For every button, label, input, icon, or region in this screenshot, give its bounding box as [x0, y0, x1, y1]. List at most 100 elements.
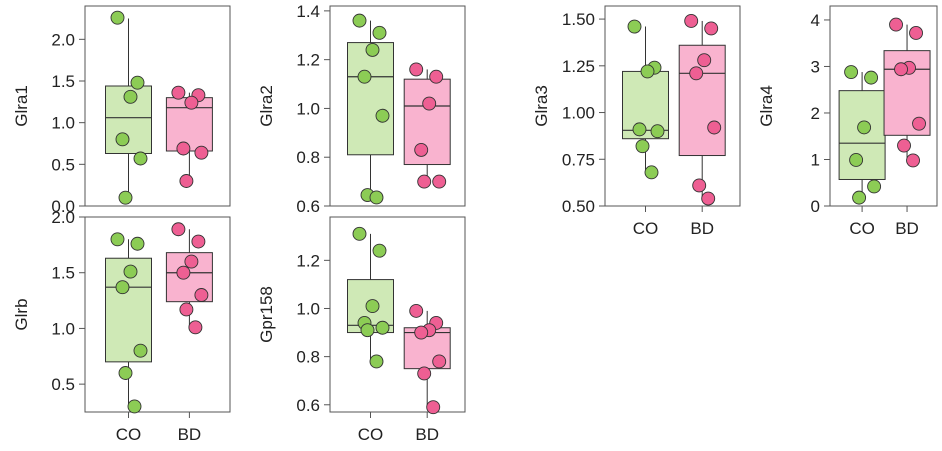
data-point-co	[130, 236, 145, 251]
data-point-bd	[426, 400, 441, 415]
data-point-bd	[409, 303, 424, 318]
data-point-co	[118, 366, 133, 380]
data-point-bd	[179, 302, 194, 317]
data-point-bd	[689, 66, 704, 81]
data-point-co	[369, 354, 384, 369]
data-point-co	[123, 264, 138, 279]
data-point-co	[110, 10, 125, 25]
data-point-co	[365, 42, 380, 57]
y-tick-label: 0.6	[296, 396, 320, 415]
data-point-bd	[171, 85, 186, 100]
data-point-co	[650, 124, 665, 139]
x-tick-label: CO	[849, 219, 875, 238]
data-point-co	[644, 165, 659, 180]
data-point-bd	[184, 254, 199, 269]
data-point-bd	[894, 62, 908, 77]
panel-glra2: 0.6 0.8 1.0 1.2 1.4 Glra2	[257, 2, 466, 216]
y-tick-label: 0	[811, 197, 820, 216]
y-tick-label: 1.25	[562, 57, 595, 76]
panel-glra4: 0 1 2 3 4 Glra4 CO BD	[757, 5, 938, 238]
x-tick-label: CO	[116, 425, 142, 444]
x-tick-label: CO	[358, 425, 384, 444]
y-tick-label: 1.2	[296, 51, 320, 70]
y-tick-label: 0.50	[562, 197, 595, 216]
data-point-co	[369, 190, 384, 205]
plot-frame	[329, 5, 466, 207]
data-point-bd	[701, 191, 716, 206]
data-point-bd	[409, 62, 424, 77]
data-point-co	[357, 69, 372, 84]
y-tick-label: 2.0	[51, 30, 75, 49]
data-point-co	[864, 70, 879, 85]
y-tick-label: 1	[811, 150, 820, 169]
data-point-bd	[171, 222, 186, 237]
y-tick-label: 1.00	[562, 104, 595, 123]
plot-frame	[84, 216, 231, 413]
data-point-co	[844, 65, 859, 79]
data-point-bd	[414, 142, 429, 157]
y-axis-label: Glra2	[257, 85, 276, 127]
data-point-bd	[188, 320, 203, 335]
data-point-bd	[707, 120, 722, 135]
data-point-bd	[179, 174, 194, 188]
data-point-bd	[417, 174, 432, 189]
data-point-co	[635, 139, 650, 154]
panel-gpr158: 0.6 0.8 1.0 1.2 Gpr158 CO BD	[257, 216, 466, 444]
data-point-bd	[697, 53, 712, 68]
data-point-co	[130, 75, 145, 90]
data-point-bd	[704, 21, 719, 36]
x-tick-label: BD	[178, 425, 202, 444]
data-point-co	[115, 280, 130, 295]
data-point-bd	[897, 138, 911, 153]
y-axis-label: Glrb	[12, 298, 31, 330]
y-axis-label: Glra4	[757, 85, 776, 127]
data-point-co	[867, 179, 882, 194]
y-axis-label: Glra1	[12, 85, 31, 127]
plot-frame	[84, 5, 231, 207]
y-tick-label: 1.50	[562, 10, 595, 29]
y-tick-label: 1.5	[51, 72, 75, 91]
panel-glrb: 0.5 1.0 1.5 2.0 Glrb CO BD	[12, 208, 231, 444]
y-axis-label: Gpr158	[257, 286, 276, 343]
data-point-bd	[422, 96, 437, 111]
y-axis-label: Glra3	[532, 85, 551, 127]
data-point-co	[375, 108, 390, 123]
x-tick-label: BD	[690, 219, 714, 238]
data-point-co	[365, 299, 380, 314]
data-point-bd	[684, 14, 699, 28]
data-point-bd	[909, 26, 923, 40]
data-point-co	[133, 343, 148, 358]
box-co	[838, 90, 886, 180]
plot-frame	[329, 216, 466, 413]
data-point-bd	[432, 174, 447, 189]
data-point-co	[110, 232, 125, 247]
data-point-co	[127, 399, 142, 414]
y-tick-label: 0.8	[296, 148, 320, 167]
y-tick-label: 0.5	[51, 155, 75, 174]
y-tick-label: 2	[811, 104, 820, 123]
x-tick-label: BD	[415, 425, 439, 444]
y-tick-label: 1.0	[296, 299, 320, 318]
data-point-co	[852, 190, 867, 205]
data-point-co	[115, 132, 130, 147]
y-tick-label: 4	[811, 11, 820, 30]
data-point-bd	[184, 95, 199, 110]
panel-glra1: 0.0 0.5 1.0 1.5 2.0 Glra1	[12, 5, 231, 216]
data-point-bd	[414, 325, 429, 340]
data-point-co	[640, 64, 655, 79]
data-point-co	[372, 243, 387, 258]
data-point-bd	[194, 145, 209, 160]
data-point-bd	[191, 234, 206, 249]
y-tick-label: 2.0	[51, 208, 75, 227]
plot-frame	[604, 5, 741, 207]
y-tick-label: 0.5	[51, 375, 75, 394]
data-point-co	[627, 19, 642, 34]
y-tick-label: 0.6	[296, 197, 320, 216]
data-point-bd	[432, 354, 447, 369]
data-point-co	[133, 151, 148, 166]
data-point-bd	[889, 17, 903, 32]
data-point-co	[857, 120, 872, 135]
data-point-co	[118, 190, 133, 205]
plot-frame	[829, 5, 938, 207]
